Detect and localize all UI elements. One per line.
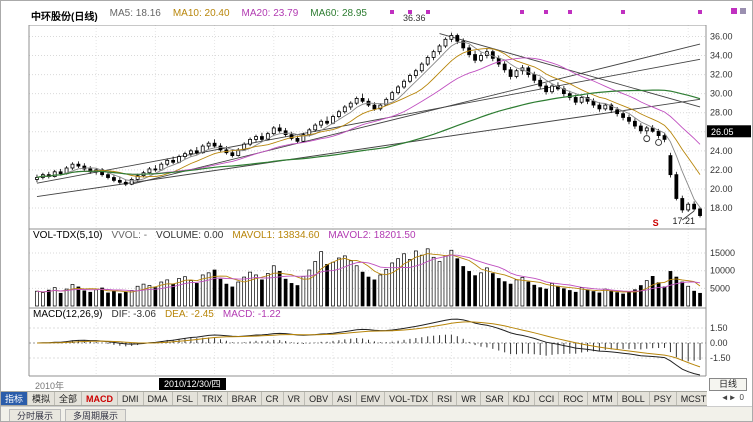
tab-CCI[interactable]: CCI (535, 392, 560, 405)
ma10-value: MA10: 20.40 (172, 8, 230, 19)
macd-indicator-title[interactable]: MACD(12,26,9) (33, 309, 103, 320)
svg-text:36.00: 36.00 (710, 31, 733, 41)
volume-header: VOL-TDX(5,10) VVOL: - VOLUME: 0.00 MAVOL… (33, 230, 416, 241)
tool-icon[interactable] (740, 8, 746, 14)
svg-text:20.00: 20.00 (710, 184, 733, 194)
crosshair-date-badge: 2010/12/30/四 (159, 378, 226, 390)
svg-text:5000: 5000 (710, 283, 730, 293)
pager-arrows-icon[interactable]: ◄► (720, 393, 737, 402)
signal-marker-icon (520, 10, 525, 14)
tab-CR[interactable]: CR (262, 392, 284, 405)
bottom-bar: 分时展示 多周期展示 (1, 406, 752, 421)
ma60-value: MA60: 28.95 (310, 8, 367, 19)
stock-chart[interactable]: 36.0034.0032.0030.0028.0026.0024.0022.00… (1, 25, 753, 377)
symbol-title: 中环股份(日线) (31, 12, 98, 23)
dif-value: DIF: -3.06 (111, 309, 156, 320)
tab-DMA[interactable]: DMA (144, 392, 173, 405)
svg-text:S: S (653, 218, 659, 228)
svg-text:1.50: 1.50 (710, 323, 728, 333)
indicator-toolbar: 指标 模拟 全部 MACD DMI DMA FSL TRIX BRAR CR VR OBV ASI EMV… (1, 391, 707, 406)
tab-ROC[interactable]: ROC (559, 392, 589, 405)
tab-BRAR[interactable]: BRAR (228, 392, 262, 405)
pager-value: 0 (739, 393, 744, 402)
tab-MCST[interactable]: MCST (677, 392, 707, 405)
vvol-value: VVOL: - (111, 230, 148, 241)
window-corner-icons (731, 8, 746, 14)
tab-VR[interactable]: VR (284, 392, 306, 405)
tab-模拟[interactable]: 模拟 (28, 392, 56, 405)
mavol1-value: MAVOL1: 13834.60 (232, 230, 320, 241)
signal-marker-icon (407, 10, 412, 14)
svg-text:28.00: 28.00 (710, 108, 733, 118)
tab-BOLL[interactable]: BOLL (618, 392, 650, 405)
tab-MACD[interactable]: MACD (82, 392, 119, 405)
mavol2-value: MAVOL2: 18201.50 (328, 230, 416, 241)
svg-text:10000: 10000 (710, 266, 735, 276)
svg-text:30.00: 30.00 (710, 89, 733, 99)
signal-marker-icon (544, 10, 549, 14)
tab-PSY[interactable]: PSY (650, 392, 677, 405)
macd-value: MACD: -1.22 (222, 309, 281, 320)
svg-text:17.21: 17.21 (672, 216, 695, 226)
ma5-value: MA5: 18.16 (109, 8, 161, 19)
tab-MTM[interactable]: MTM (588, 392, 618, 405)
tab-EMV[interactable]: EMV (357, 392, 386, 405)
macd-header: MACD(12,26,9) DIF: -3.06 DEA: -2.45 MACD… (33, 309, 281, 320)
tab-全部[interactable]: 全部 (55, 392, 83, 405)
svg-text:0.00: 0.00 (710, 338, 728, 348)
tab-SAR[interactable]: SAR (481, 392, 509, 405)
svg-text:22.00: 22.00 (710, 165, 733, 175)
svg-text:34.00: 34.00 (710, 51, 733, 61)
svg-text:32.00: 32.00 (710, 70, 733, 80)
svg-text:24.00: 24.00 (710, 146, 733, 156)
bottom-item-分时展示[interactable]: 分时展示 (9, 409, 62, 421)
peak-price-annotation: 36.36 (403, 13, 426, 23)
svg-text:18.00: 18.00 (710, 203, 733, 213)
tab-KDJ[interactable]: KDJ (509, 392, 535, 405)
bottom-item-多周期展示[interactable]: 多周期展示 (65, 409, 127, 421)
dea-value: DEA: -2.45 (164, 309, 214, 320)
signal-marker-icon (698, 10, 703, 14)
magenta-marker-icon[interactable] (731, 8, 737, 14)
signal-marker-icon (621, 10, 626, 14)
signal-marker-icon (390, 10, 395, 14)
tab-TRIX[interactable]: TRIX (198, 392, 228, 405)
date-axis: 2010年 2010/12/30/四 日线 (1, 377, 752, 391)
tab-FSL[interactable]: FSL (173, 392, 199, 405)
tab-ASI[interactable]: ASI (333, 392, 357, 405)
tab-DMI[interactable]: DMI (118, 392, 144, 405)
svg-text:26.05: 26.05 (711, 127, 734, 137)
tab-OBV[interactable]: OBV (305, 392, 334, 405)
page-spinner[interactable]: ◄► 0 (721, 393, 744, 402)
tab-指标[interactable]: 指标 (1, 392, 29, 405)
signal-marker-icon (567, 10, 572, 14)
period-selector[interactable]: 日线 (708, 378, 747, 391)
svg-text:-1.50: -1.50 (710, 353, 731, 363)
ma20-value: MA20: 23.79 (241, 8, 299, 19)
svg-text:15000: 15000 (710, 248, 735, 258)
tab-RSI[interactable]: RSI (433, 392, 458, 405)
tab-VOL-TDX[interactable]: VOL-TDX (385, 392, 434, 405)
year-label: 2010年 (35, 381, 65, 391)
signal-marker-icon (425, 10, 430, 14)
volume-value: VOLUME: 0.00 (156, 230, 224, 241)
tab-WR[interactable]: WR (457, 392, 482, 405)
chart-header: 中环股份(日线) MA5: 18.16 MA10: 20.40 MA20: 23… (31, 8, 367, 23)
volume-indicator-title[interactable]: VOL-TDX(5,10) (33, 230, 103, 241)
